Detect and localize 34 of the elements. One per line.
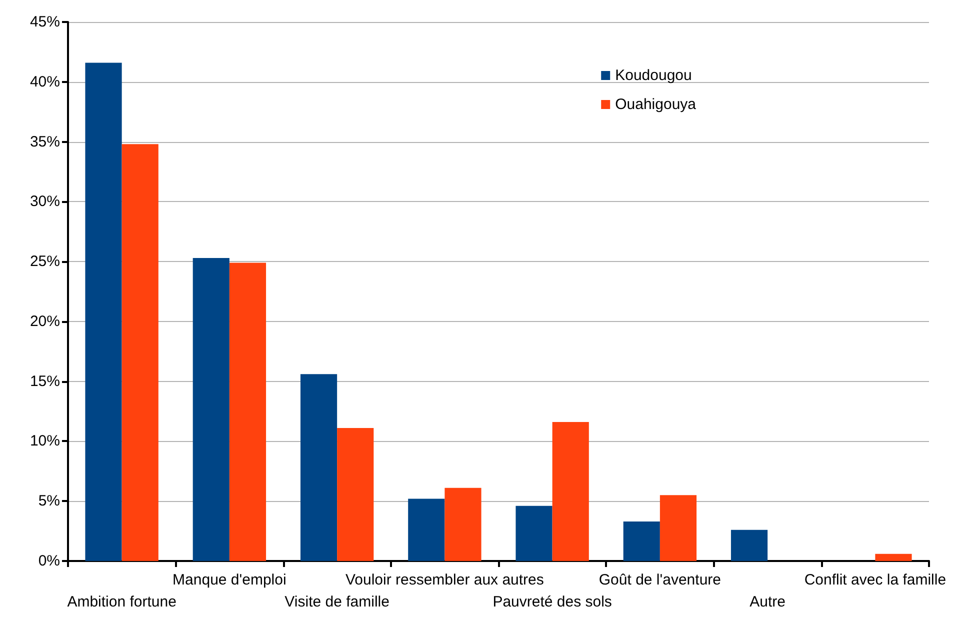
legend-label: Ouahigouya (615, 96, 697, 113)
x-tick-label: Pauvreté des sols (492, 594, 612, 610)
y-tick-label: 20% (30, 312, 60, 330)
bar (408, 498, 445, 561)
y-tick-label: 45% (30, 14, 60, 30)
bar (660, 495, 697, 561)
legend-label: Koudougou (615, 67, 692, 84)
bar (229, 262, 266, 561)
y-tick-label: 15% (30, 372, 60, 390)
x-tick-label: Goût de l'aventure (598, 572, 721, 588)
bar (516, 506, 552, 561)
y-tick-label: 30% (30, 193, 60, 210)
bar (623, 521, 660, 561)
bar (122, 144, 158, 561)
x-tick-label: Autre (750, 594, 786, 610)
x-tick-label: Conflit avec la famille (804, 572, 946, 588)
bar (300, 374, 338, 561)
x-tick-label: Ambition fortune (67, 594, 176, 610)
bar (85, 62, 122, 561)
y-tick-label: 25% (30, 253, 60, 270)
y-tick-label: 35% (30, 133, 60, 150)
y-tick-label: 5% (38, 492, 60, 510)
bar (337, 428, 374, 561)
bar (730, 530, 768, 561)
bar (552, 422, 589, 561)
bar (192, 258, 230, 561)
y-tick-label: 0% (38, 552, 60, 570)
y-tick-label: 10% (30, 432, 60, 450)
x-tick-label: Vouloir ressembler aux autres (345, 572, 544, 588)
x-tick-label: Manque d'emploi (172, 572, 286, 588)
x-tick-label: Visite de famille (284, 594, 390, 610)
bar (875, 554, 912, 561)
bar (444, 488, 482, 561)
y-tick-label: 40% (30, 73, 60, 90)
